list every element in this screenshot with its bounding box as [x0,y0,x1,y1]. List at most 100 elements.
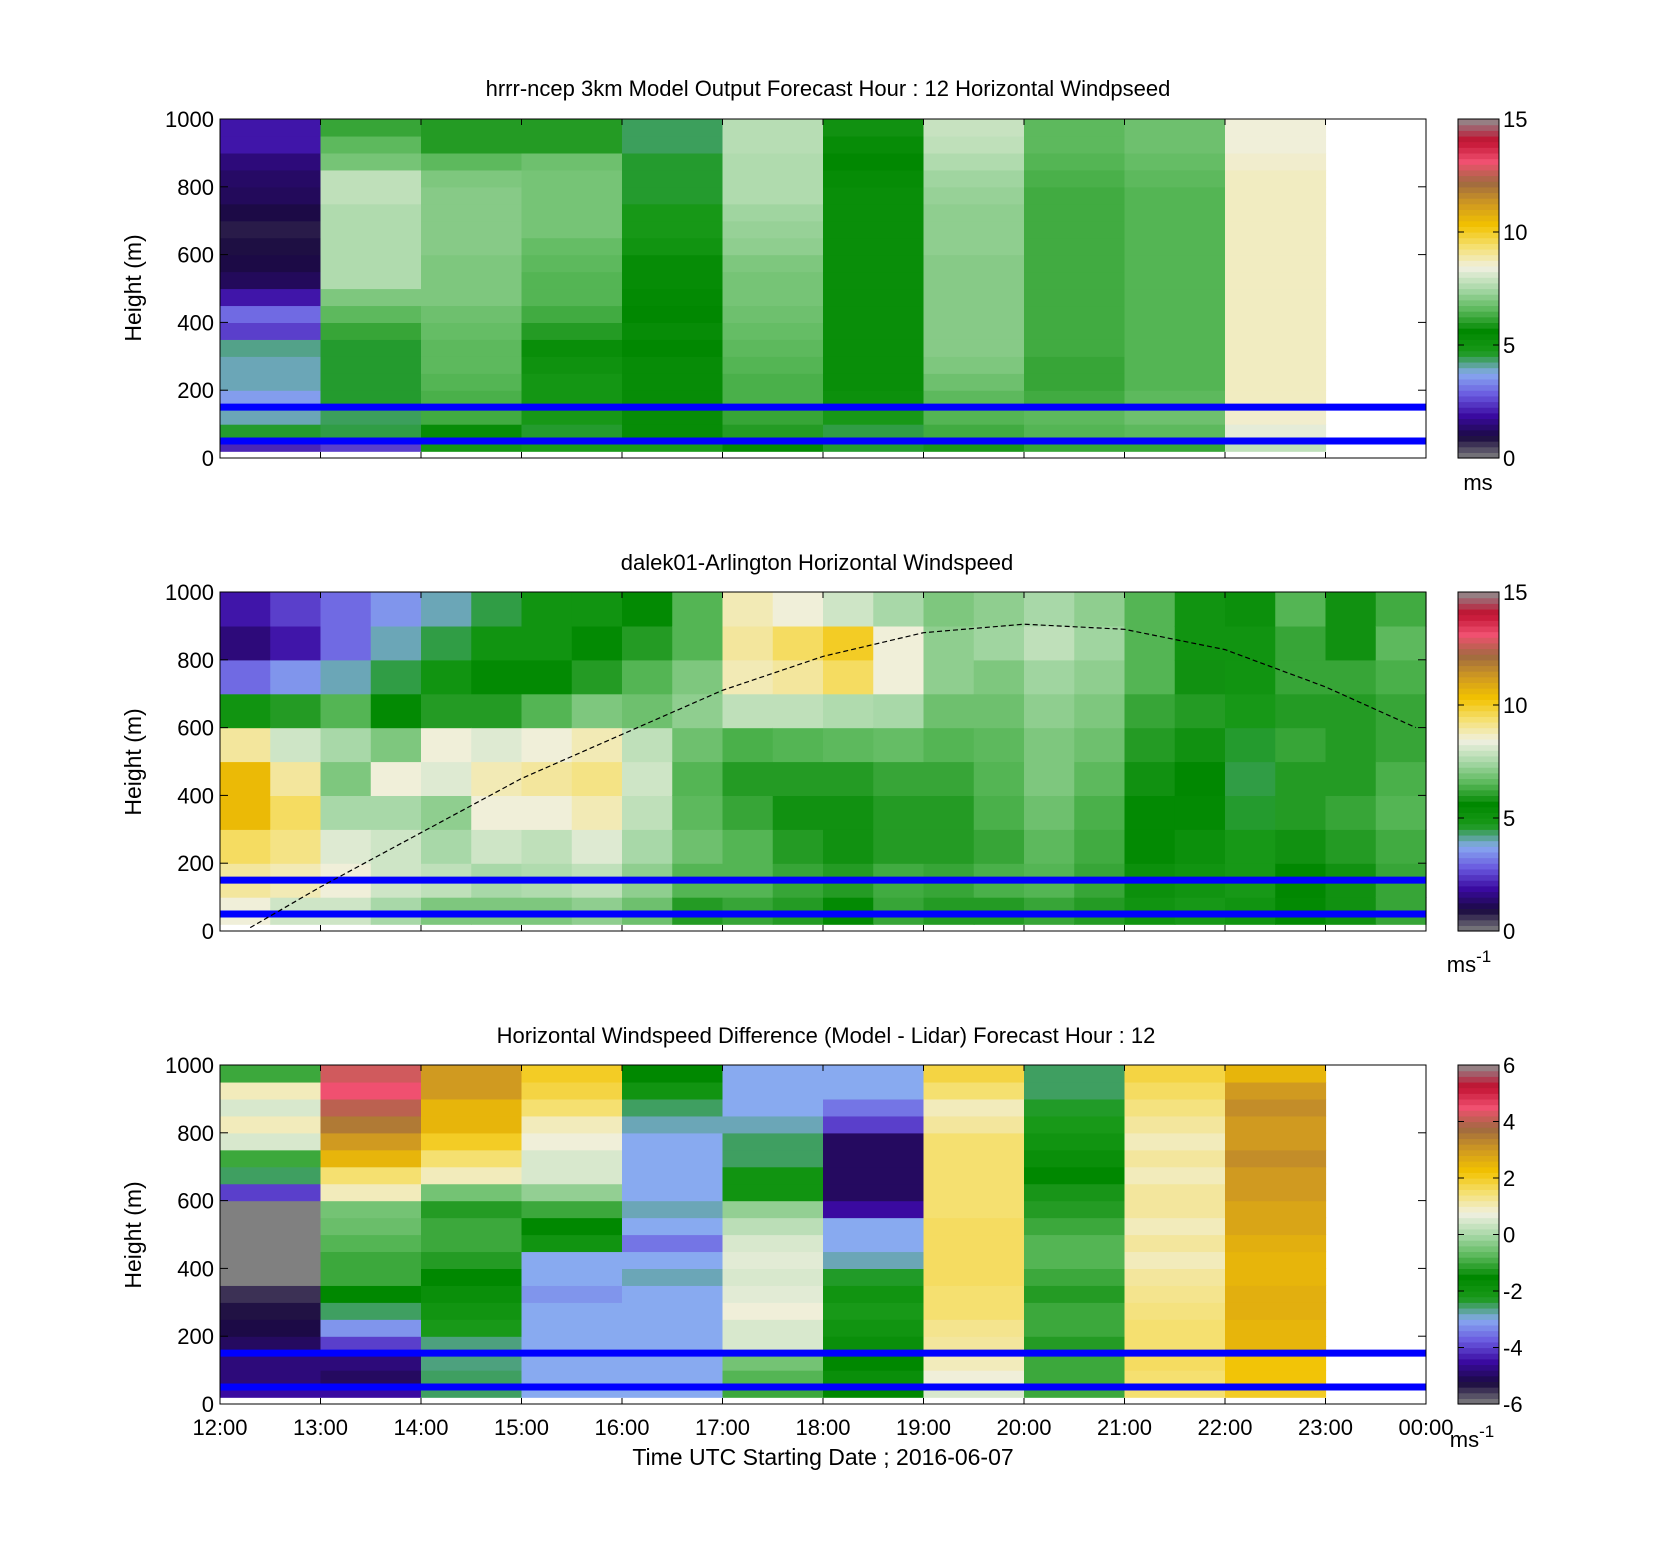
heatmap-cell [1074,625,1126,661]
heatmap-cell [571,829,623,864]
heatmap-cell [923,1387,1025,1398]
heatmap-cell [672,592,724,627]
colorbar-segment [1458,1161,1499,1168]
heatmap-cell [421,373,523,391]
heatmap-cell [823,1200,925,1219]
colorbar-segment [1458,631,1499,638]
heatmap-cell [873,727,925,763]
colorbar-segment [1458,1319,1499,1326]
heatmap-cell [421,407,523,425]
colorbar-segment [1458,254,1499,261]
heatmap-cell [1225,1387,1327,1398]
colorbar-segment [1458,232,1499,239]
heatmap-cell [320,237,422,256]
heatmap-cell [672,829,724,864]
y-tick-label: 800 [177,175,214,200]
heatmap-cell [320,390,422,408]
colorbar-segment [1458,919,1499,926]
heatmap-cell [923,1268,1025,1286]
panel-model-colorbar-unit: ms [1463,470,1492,495]
heatmap-cell [823,135,925,154]
colorbar-segment [1458,705,1499,712]
colorbar-segment [1458,868,1499,876]
heatmap-cell [873,795,925,830]
colorbar-segment [1458,356,1499,363]
colorbar-segment [1458,1155,1499,1162]
colorbar-segment [1458,1353,1499,1360]
colorbar-segment [1458,192,1499,199]
heatmap-cell [521,119,623,137]
heatmap-cell [320,271,422,290]
x-tick-label: 16:00 [594,1415,649,1440]
heatmap-cell [320,625,372,661]
heatmap-cell [320,1353,422,1371]
heatmap-cell [320,186,422,205]
colorbar-segment [1458,1347,1499,1354]
colorbar-segment [1458,908,1499,915]
heatmap-cell [722,1166,824,1185]
colorbar-segment [1458,1234,1499,1241]
heatmap-cell [672,761,724,796]
heatmap-cell [1024,1336,1126,1354]
heatmap-cell [622,1387,724,1398]
heatmap-cell [421,1268,523,1286]
heatmap-cell [923,829,975,864]
heatmap-cell [320,1285,422,1303]
heatmap-cell [1124,356,1226,374]
heatmap-cell [220,795,271,830]
heatmap-cell [622,152,724,171]
colorbar-segment [1458,1245,1499,1253]
heatmap-cell [1375,625,1427,661]
heatmap-cell [923,186,1025,205]
colorbar-frame [1457,118,1500,459]
heatmap-cell [1124,271,1226,290]
colorbar-segment [1458,401,1499,408]
heatmap-cell [1225,1319,1327,1337]
heatmap-cell [1024,203,1126,222]
colorbar-segment [1458,237,1499,244]
heatmap-cell [421,1336,523,1354]
heatmap-cell [1174,625,1226,661]
colorbar-segment [1458,1194,1499,1202]
heatmap-cell [320,1319,422,1337]
heatmap-cell [220,693,271,729]
heatmap-cell [722,1115,824,1134]
heatmap-cell [1325,829,1377,864]
heatmap-cell [1024,761,1075,796]
colorbar-segment [1458,203,1499,210]
heatmap-cell [220,1251,322,1269]
colorbar-segment [1458,659,1499,667]
heatmap-cell [622,1336,724,1354]
heatmap-cell [1124,339,1226,357]
heatmap-cell [823,119,925,137]
heatmap-cell [622,1081,724,1100]
colorbar-segment [1458,1302,1499,1309]
heatmap-cell [722,356,824,374]
heatmap-cell [923,1065,1025,1083]
heatmap-cell [1024,373,1126,391]
colorbar-segment [1458,789,1499,796]
heatmap-cell [622,373,724,391]
heatmap-cell [320,407,422,425]
colorbar-segment [1458,603,1499,610]
heatmap-cell [923,1370,1025,1388]
y-tick-label: 200 [177,1324,214,1349]
heatmap-cell [521,237,623,256]
heatmap-cell [1174,829,1226,864]
heatmap-cell [421,1065,523,1083]
heatmap-cell [823,203,925,222]
heatmap-cell [220,373,322,391]
heatmap-cell [923,237,1025,256]
colorbar-segment [1458,452,1499,459]
heatmap-cell [1225,390,1327,408]
heatmap-cell [521,390,623,408]
colorbar-tick-label: 0 [1503,919,1515,944]
heatmap-cell [421,288,523,307]
heatmap-cell [1225,135,1327,154]
heatmap-cell [1325,761,1377,796]
colorbar-segment [1458,260,1499,267]
heatmap-cell [1225,1336,1327,1354]
heatmap-cell [320,339,422,357]
heatmap-cell [220,288,322,307]
heatmap-cell [1024,254,1126,273]
